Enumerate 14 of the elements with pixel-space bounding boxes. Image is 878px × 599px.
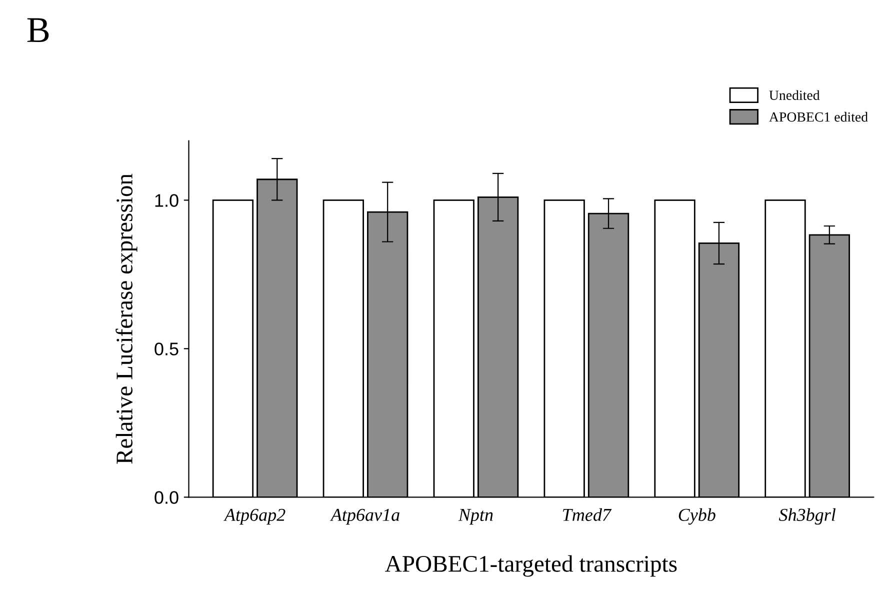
x-tick-label: Cybb [678, 508, 716, 525]
x-tick-label: Sh3bgrl [778, 508, 836, 525]
y-tick-label: 0.0 [154, 491, 178, 504]
chart-title: B [27, 18, 49, 42]
x-tick-label: Atp6av1a [330, 508, 400, 525]
legend-label: Unedited [769, 90, 820, 100]
y-tick-label: 1.0 [155, 194, 178, 207]
x-tick-label: Atp6ap2 [223, 508, 286, 525]
y-tick-label: 0.5 [154, 342, 178, 356]
y-axis-title: Relative Luciferase expression [116, 174, 138, 464]
x-axis-title: APOBEC1-targeted transcripts [385, 555, 677, 577]
x-tick-label: Tmed7 [563, 508, 612, 521]
x-tick-label: Nptn [458, 508, 493, 525]
legend-label: APOBEC1 edited [769, 112, 868, 122]
